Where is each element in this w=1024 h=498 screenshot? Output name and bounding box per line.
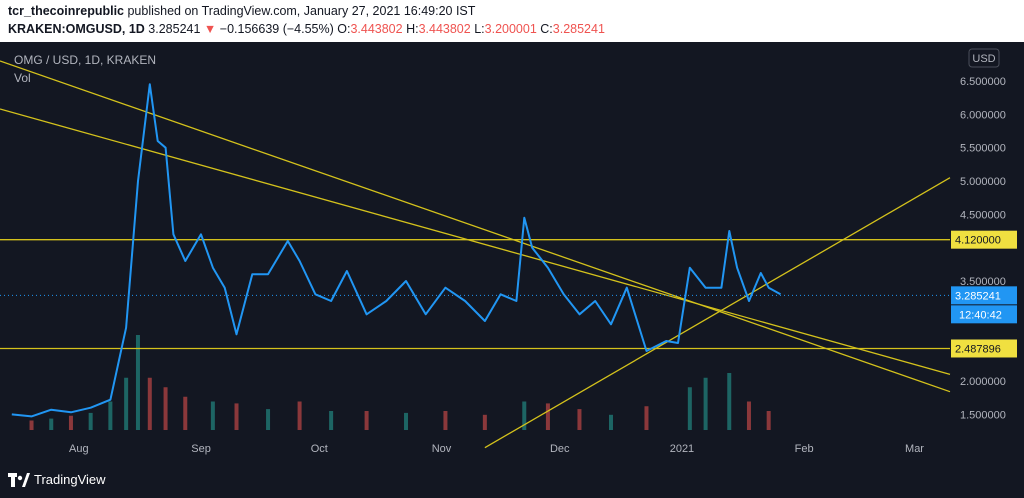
volume-bar bbox=[443, 411, 448, 430]
price-change: −0.156639 (−4.55%) bbox=[219, 22, 334, 36]
volume-bar bbox=[135, 335, 140, 430]
footer bbox=[0, 462, 1024, 498]
symbol-line: KRAKEN:OMGUSD, 1D 3.285241 ▼ −0.156639 (… bbox=[8, 22, 605, 36]
x-tick-label: Feb bbox=[795, 443, 814, 455]
x-tick-label: Nov bbox=[432, 443, 452, 455]
legend-volume: Vol bbox=[14, 71, 31, 85]
y-tick-label: 5.000000 bbox=[960, 176, 1006, 188]
level-label-1: 4.120000 bbox=[955, 235, 1001, 247]
level-tag-1 bbox=[951, 230, 1017, 249]
high-label: H: bbox=[406, 22, 419, 36]
y-tick-label: 4.500000 bbox=[960, 209, 1006, 221]
volume-bar bbox=[234, 403, 239, 430]
volume-bar bbox=[766, 411, 771, 430]
symbol-label: KRAKEN:OMGUSD, 1D bbox=[8, 22, 145, 36]
published-text: published on TradingView.com, January 27… bbox=[127, 4, 476, 18]
y-tick-label: 6.500000 bbox=[960, 76, 1006, 88]
volume-bar bbox=[404, 412, 409, 430]
x-tick-label: Oct bbox=[311, 443, 328, 455]
publish-line: tcr_thecoinrepublic published on Trading… bbox=[8, 4, 475, 18]
volume-bar bbox=[545, 403, 550, 430]
open-label: O: bbox=[337, 22, 351, 36]
close-value: 3.285241 bbox=[552, 22, 605, 36]
x-tick-label: Mar bbox=[905, 443, 924, 455]
volume-bar bbox=[124, 377, 129, 430]
volume-bar bbox=[108, 401, 113, 430]
volume-bar bbox=[49, 418, 54, 430]
publisher-name[interactable]: tcr_thecoinrepublic bbox=[8, 4, 124, 18]
volume-bar bbox=[29, 420, 34, 430]
y-tick-label: 5.500000 bbox=[960, 143, 1006, 155]
volume-bar bbox=[210, 401, 215, 430]
price-chart[interactable]: 4.120000 2.487896 3.285241 12:40:42 Aug Sep O… bbox=[0, 42, 1024, 462]
volume-bar bbox=[644, 406, 649, 430]
x-tick-label: 2021 bbox=[670, 443, 694, 455]
x-tick-label: Sep bbox=[191, 443, 211, 455]
level-tag-2 bbox=[951, 339, 1017, 358]
currency-button[interactable]: USD bbox=[968, 48, 1000, 68]
last-price-tag bbox=[951, 286, 1017, 305]
volume-bar bbox=[577, 409, 582, 430]
volume-bar bbox=[163, 387, 168, 430]
last-price: 3.285241 bbox=[148, 22, 201, 36]
trendline-1 bbox=[0, 60, 951, 393]
volume-bar bbox=[482, 414, 487, 430]
countdown-tag bbox=[951, 305, 1017, 324]
last-price-label: 3.285241 bbox=[955, 290, 1001, 302]
x-tick-label: Aug bbox=[69, 443, 89, 455]
volume-bar bbox=[364, 411, 369, 430]
volume-bar bbox=[687, 387, 692, 430]
currency-label: USD bbox=[972, 53, 995, 65]
x-tick-label: Dec bbox=[550, 443, 570, 455]
price-series-line bbox=[11, 83, 781, 418]
low-value: 3.200001 bbox=[484, 22, 537, 36]
volume-bar bbox=[329, 411, 334, 430]
low-label: L: bbox=[474, 22, 485, 36]
volume-bar bbox=[297, 401, 302, 430]
trendline-3 bbox=[484, 177, 951, 449]
chart-header: tcr_thecoinrepublic published on Trading… bbox=[0, 0, 1024, 42]
volume-bar bbox=[703, 377, 708, 430]
legend-title: OMG / USD, 1D, KRAKEN bbox=[14, 53, 156, 67]
change-arrow-icon: ▼ bbox=[203, 22, 217, 36]
open-value: 3.443802 bbox=[350, 22, 403, 36]
volume-bar bbox=[68, 415, 73, 430]
volume-bar bbox=[266, 409, 271, 430]
volume-bar bbox=[88, 412, 93, 430]
high-value: 3.443802 bbox=[418, 22, 471, 36]
level-label-2: 2.487896 bbox=[955, 343, 1001, 355]
volume-bar bbox=[147, 377, 152, 430]
y-tick-label: 1.500000 bbox=[960, 409, 1006, 421]
y-tick-label: 2.000000 bbox=[960, 376, 1006, 388]
trendline-2 bbox=[0, 108, 951, 375]
y-tick-label: 3.500000 bbox=[960, 276, 1006, 288]
volume-bar bbox=[608, 414, 613, 430]
y-tick-label: 6.000000 bbox=[960, 109, 1006, 121]
tradingview-logo-icon bbox=[8, 473, 30, 487]
close-label: C: bbox=[540, 22, 553, 36]
volume-bar bbox=[183, 396, 188, 430]
volume-bar bbox=[522, 401, 527, 430]
volume-bar bbox=[746, 401, 751, 430]
tradingview-brand[interactable]: TradingView bbox=[34, 472, 106, 487]
countdown-label: 12:40:42 bbox=[959, 309, 1002, 321]
volume-bar bbox=[727, 373, 732, 430]
